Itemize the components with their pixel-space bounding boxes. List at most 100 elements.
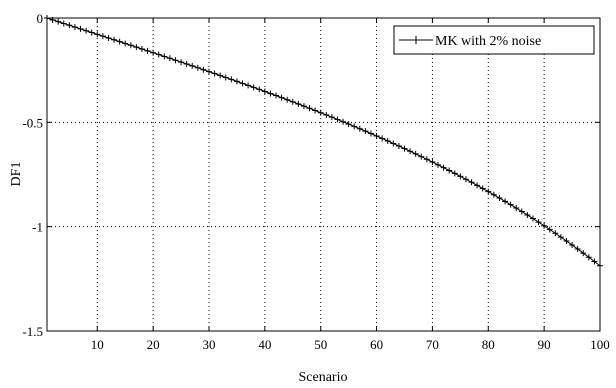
data-point-marker	[138, 46, 145, 53]
data-point-marker	[474, 182, 481, 189]
data-point-marker	[423, 156, 430, 163]
x-axis: 10 20 30 40 50 60 70 80 90 100	[91, 18, 610, 352]
data-point-marker	[591, 258, 598, 265]
data-point-marker	[340, 118, 347, 125]
data-point-marker	[228, 76, 235, 83]
data-point-marker	[211, 70, 218, 77]
data-point-marker	[133, 44, 140, 51]
data-point-marker	[407, 148, 414, 155]
data-point-marker	[88, 29, 95, 36]
data-point-marker	[289, 98, 296, 105]
x-tick-label: 10	[91, 337, 104, 352]
data-point-marker	[451, 170, 458, 177]
data-point-marker	[295, 100, 302, 107]
data-point-marker	[55, 18, 62, 25]
data-point-marker	[144, 47, 151, 54]
data-point-marker	[356, 125, 363, 132]
data-point-marker	[83, 27, 90, 34]
data-point-marker	[362, 128, 369, 135]
x-tick-label: 100	[590, 337, 610, 352]
data-point-marker	[401, 145, 408, 152]
data-point-marker	[178, 59, 185, 66]
x-tick-label: 60	[370, 337, 383, 352]
y-tick-label: -0.5	[22, 115, 43, 130]
y-tick-label: -1.5	[22, 324, 43, 339]
data-point-marker	[116, 38, 123, 45]
data-point-marker	[217, 72, 224, 79]
x-tick-label: 80	[482, 337, 495, 352]
data-point-marker	[569, 241, 576, 248]
data-point-marker	[502, 198, 509, 205]
data-point-marker	[412, 150, 419, 157]
y-tick-label: 0	[37, 11, 44, 26]
data-point-marker	[351, 123, 358, 130]
x-tick-label: 40	[258, 337, 271, 352]
data-point-marker	[317, 109, 324, 116]
data-point-marker	[111, 36, 118, 43]
data-point-marker	[194, 64, 201, 71]
data-point-marker	[496, 195, 503, 202]
data-point-marker	[435, 161, 442, 168]
data-point-marker	[44, 15, 50, 21]
data-point-marker	[462, 176, 469, 183]
series-line	[46, 17, 601, 267]
data-point-marker	[597, 262, 603, 269]
data-point-marker	[541, 222, 548, 229]
data-point-marker	[373, 133, 380, 139]
data-point-marker	[105, 34, 112, 41]
data-point-marker	[390, 140, 397, 147]
x-tick-label: 70	[426, 337, 439, 352]
data-point-marker	[384, 137, 391, 144]
plot-area-border	[46, 17, 601, 332]
plot-frame	[46, 17, 601, 332]
data-point-marker	[535, 219, 542, 226]
data-point-marker	[457, 173, 464, 180]
data-point-marker	[122, 40, 129, 47]
data-point-marker	[513, 205, 520, 212]
data-point-marker	[574, 245, 581, 252]
x-axis-label: Scenario	[299, 370, 348, 385]
data-point-marker	[250, 84, 257, 91]
data-point-marker	[94, 31, 101, 38]
data-point-marker	[99, 33, 106, 40]
x-tick-label: 20	[147, 337, 160, 352]
data-point-marker	[306, 105, 313, 112]
data-point-marker	[150, 49, 157, 56]
data-point-marker	[239, 80, 246, 87]
data-point-marker	[256, 86, 263, 93]
data-point-marker	[273, 92, 280, 99]
data-point-marker	[552, 230, 559, 237]
data-point-marker	[490, 191, 497, 198]
data-point-marker	[77, 25, 84, 32]
data-point-marker	[284, 96, 291, 103]
legend-marker-plus	[412, 36, 420, 44]
data-point-marker	[278, 94, 285, 101]
data-point-marker	[261, 88, 268, 95]
data-point-marker	[172, 57, 179, 64]
data-point-marker	[49, 16, 56, 23]
data-point-marker	[524, 211, 531, 218]
data-point-marker	[222, 74, 229, 81]
data-point-marker	[312, 107, 319, 114]
data-point-marker	[300, 103, 307, 110]
data-point-marker	[563, 238, 570, 244]
data-point-marker	[345, 121, 352, 128]
legend-entry-label: MK with 2% noise	[435, 34, 541, 49]
data-point-marker	[485, 188, 492, 195]
data-point-marker	[379, 135, 386, 142]
data-point-marker	[233, 78, 240, 85]
data-point-marker	[245, 82, 252, 89]
data-point-marker	[161, 53, 168, 60]
data-point-marker	[183, 60, 190, 67]
data-point-marker	[367, 130, 374, 137]
data-point-marker	[323, 111, 330, 118]
y-tick-label: -1	[32, 220, 43, 235]
data-point-marker	[395, 143, 402, 150]
data-point-marker	[166, 55, 173, 62]
data-point-marker	[155, 51, 162, 58]
data-point-marker	[328, 114, 335, 121]
y-axis-label: DF1	[9, 162, 24, 187]
series-layer	[44, 15, 603, 269]
data-point-marker	[127, 42, 134, 49]
